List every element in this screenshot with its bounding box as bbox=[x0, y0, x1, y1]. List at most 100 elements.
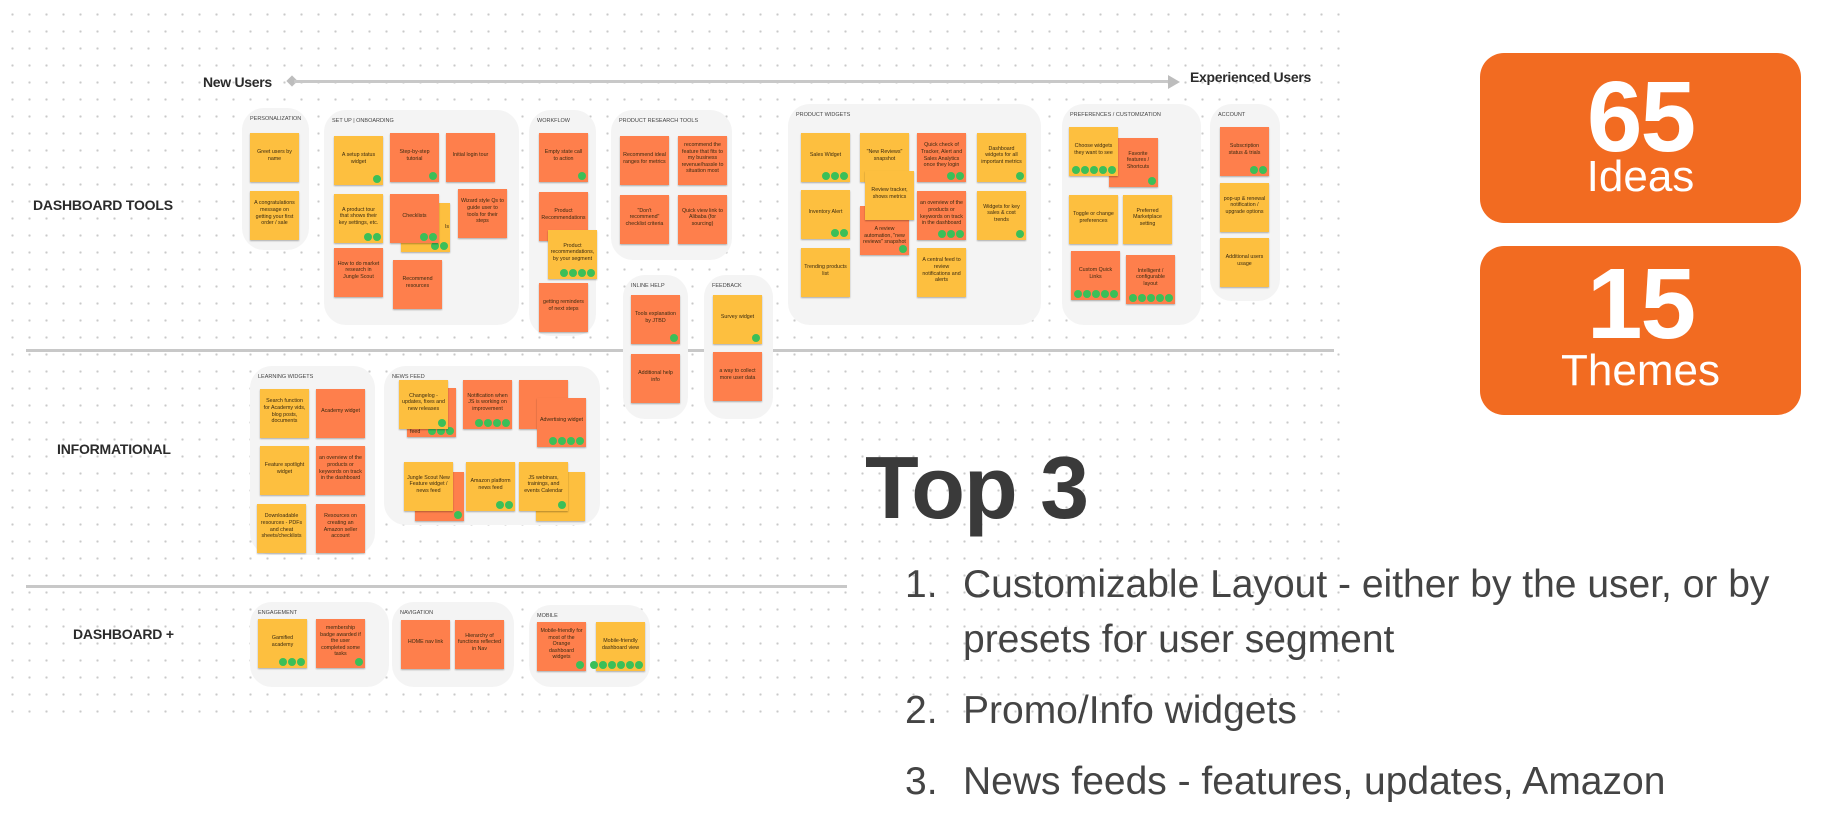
vote-dots bbox=[549, 437, 584, 445]
sticky-note[interactable]: Checklists bbox=[390, 194, 439, 243]
vote-dots bbox=[420, 233, 437, 241]
vote-dot-icon bbox=[496, 501, 504, 509]
sticky-note[interactable]: Academy widget bbox=[316, 389, 365, 438]
sticky-note[interactable]: Changelog - updates, fixes and new relea… bbox=[399, 380, 448, 429]
vote-dot-icon bbox=[1110, 290, 1118, 298]
vote-dots bbox=[428, 427, 454, 435]
sticky-note[interactable]: "Don't recommend" checklist criteria bbox=[620, 195, 669, 244]
sticky-note[interactable]: Intelligent / configurable layout bbox=[1126, 255, 1175, 304]
sticky-note[interactable]: Resources on creating an Amazon seller a… bbox=[316, 504, 365, 553]
sticky-note[interactable]: Survey widget bbox=[713, 295, 762, 344]
sticky-note-text: Downloadable resources - PDFs and cheat … bbox=[260, 513, 303, 540]
group-title: Product research tools bbox=[619, 118, 699, 124]
vote-dots bbox=[1072, 166, 1116, 174]
sticky-note[interactable]: Feature spotlight widget bbox=[260, 446, 309, 495]
sticky-note[interactable]: Recommend ideal ranges for metrics bbox=[620, 136, 669, 185]
vote-dot-icon bbox=[373, 175, 381, 183]
vote-dot-icon bbox=[956, 172, 964, 180]
vote-dots bbox=[1016, 172, 1024, 180]
vote-dot-icon bbox=[431, 242, 439, 250]
sticky-note-text: ls bbox=[445, 224, 449, 231]
sticky-note-text: pop-up & renewal notification / upgrade … bbox=[1223, 195, 1266, 215]
sticky-note[interactable]: Toggle or change preferences bbox=[1069, 195, 1118, 244]
vote-dot-icon bbox=[576, 437, 584, 445]
group-title: News feed bbox=[392, 374, 425, 380]
vote-dot-icon bbox=[831, 172, 839, 180]
sticky-note[interactable]: Quick view link to Alibaba (for sourcing… bbox=[678, 195, 727, 244]
sticky-note-text: Mobile-friendly for most of the Orange d… bbox=[540, 628, 583, 661]
vote-dot-icon bbox=[587, 269, 595, 277]
sticky-note-text: Subscription status & trials bbox=[1228, 142, 1261, 156]
sticky-note-text: membership badge awarded if the user com… bbox=[320, 625, 361, 658]
sticky-note[interactable]: Greet users by name bbox=[250, 133, 299, 182]
sticky-note[interactable]: an overview of the products or keywords … bbox=[917, 191, 966, 240]
sticky-note[interactable]: Subscription status & trials bbox=[1220, 127, 1269, 176]
sticky-note[interactable]: Mobile-friendly for most of the Orange d… bbox=[537, 622, 586, 671]
vote-dots bbox=[475, 419, 510, 427]
sticky-note[interactable]: Dashboard widgets for all important metr… bbox=[977, 133, 1026, 182]
ideas-count: 65 bbox=[1586, 61, 1696, 173]
sticky-note[interactable]: Notification when JS is working on impro… bbox=[463, 380, 512, 429]
sticky-note[interactable]: Hierarchy of functions reflected in Nav bbox=[455, 620, 504, 669]
sticky-note[interactable]: an overview of the products or keywords … bbox=[316, 446, 365, 495]
sticky-note[interactable]: Initial login tour bbox=[446, 133, 495, 182]
sticky-note-text: HOME nav link bbox=[407, 639, 444, 646]
sticky-note[interactable]: Empty state call to action bbox=[539, 133, 588, 182]
vote-dot-icon bbox=[502, 419, 510, 427]
sticky-note[interactable]: Sales Widget bbox=[801, 133, 850, 182]
sticky-note[interactable]: A central feed to review notifications a… bbox=[917, 248, 966, 297]
vote-dot-icon bbox=[1092, 290, 1100, 298]
sticky-note[interactable]: getting reminders of next steps bbox=[539, 283, 588, 332]
sticky-note[interactable]: JS webinars, trainings, and events Calen… bbox=[519, 462, 568, 511]
sticky-note[interactable]: Step-by-step tutorial bbox=[390, 133, 439, 182]
sticky-note[interactable]: membership badge awarded if the user com… bbox=[316, 619, 365, 668]
sticky-note[interactable]: a way to collect more user data bbox=[713, 352, 762, 401]
sticky-note[interactable]: Advertising widget bbox=[537, 398, 586, 447]
sticky-note[interactable]: Review tracker, shows metrics bbox=[865, 171, 914, 220]
sticky-note[interactable]: Jungle Scout New Feature widget / news f… bbox=[404, 462, 453, 511]
sticky-note[interactable]: How to do market research in Jungle Scou… bbox=[334, 248, 383, 297]
sticky-note-text: JS webinars, trainings, and events Calen… bbox=[524, 474, 563, 494]
sticky-note-text: Advertising widget bbox=[540, 417, 583, 424]
sticky-note[interactable]: Search function for Academy vids, blog p… bbox=[260, 389, 309, 438]
vote-dot-icon bbox=[1156, 294, 1164, 302]
whiteboard-canvas[interactable]: New Users Experienced Users DASHBOARD TO… bbox=[0, 0, 1345, 722]
vote-dot-icon bbox=[599, 661, 607, 669]
sticky-note-text: Feature spotlight widget bbox=[264, 461, 305, 475]
sticky-note[interactable]: Product recommendations, by your segment bbox=[548, 230, 597, 279]
sticky-note[interactable]: Wizard style Qs to guide user to tools f… bbox=[458, 189, 507, 238]
sticky-note[interactable]: Tools explanation by JTBD bbox=[631, 295, 680, 344]
vote-dots bbox=[938, 230, 964, 238]
sticky-note[interactable]: recommend the feature that fits to my bu… bbox=[678, 136, 727, 185]
group-title: Learning widgets bbox=[258, 374, 314, 380]
sticky-note[interactable]: Trending products list bbox=[801, 248, 850, 297]
sticky-note-text: A central feed to review notifications a… bbox=[922, 257, 961, 284]
sticky-note-text: Additional help info bbox=[638, 369, 673, 383]
sticky-note[interactable]: HOME nav link bbox=[401, 620, 450, 669]
vote-dot-icon bbox=[493, 419, 501, 427]
sticky-note-text: Widgets for key sales & cost trends bbox=[983, 203, 1020, 223]
sticky-note[interactable]: Amazon platform news feed bbox=[466, 462, 515, 511]
sticky-note[interactable]: Gamified academy bbox=[258, 619, 307, 668]
sticky-note[interactable]: Choose widgets they want to see bbox=[1069, 127, 1118, 176]
vote-dots bbox=[1148, 177, 1156, 185]
row-label-dashboard-plus: DASHBOARD + bbox=[73, 626, 174, 642]
sticky-note[interactable]: A product tour that shows their key sett… bbox=[334, 194, 383, 243]
sticky-note[interactable]: Additional users usage bbox=[1220, 238, 1269, 287]
sticky-note-text: Greet users by name bbox=[257, 148, 292, 162]
sticky-note[interactable]: Downloadable resources - PDFs and cheat … bbox=[257, 504, 306, 553]
sticky-note[interactable]: Additional help info bbox=[631, 354, 680, 403]
sticky-note[interactable]: A congratulations message on getting you… bbox=[250, 191, 299, 240]
sticky-note[interactable]: Widgets for key sales & cost trends bbox=[977, 191, 1026, 240]
sticky-note[interactable]: Preferred Marketplace setting bbox=[1123, 195, 1172, 244]
sticky-note[interactable]: A setup status widget bbox=[334, 136, 383, 185]
vote-dot-icon bbox=[440, 242, 448, 250]
sticky-note[interactable]: Mobile-friendly dashboard view bbox=[590, 622, 645, 671]
item-text: Promo/Info widgets bbox=[963, 689, 1297, 732]
sticky-note[interactable]: Inventory Alert bbox=[801, 190, 850, 239]
sticky-note-text: getting reminders of next steps bbox=[543, 298, 584, 312]
sticky-note[interactable]: Recommend resources bbox=[393, 260, 442, 309]
sticky-note[interactable]: Quick check of Tracker, Alert and Sales … bbox=[917, 133, 966, 182]
sticky-note[interactable]: Custom Quick Links bbox=[1071, 251, 1120, 300]
sticky-note[interactable]: pop-up & renewal notification / upgrade … bbox=[1220, 183, 1269, 232]
